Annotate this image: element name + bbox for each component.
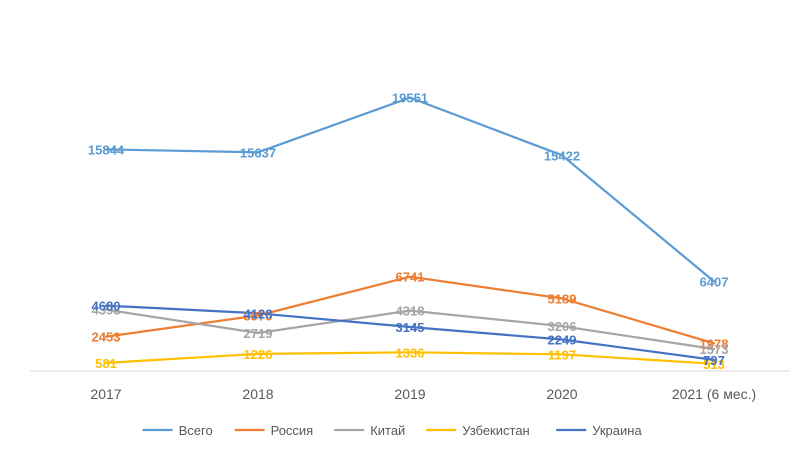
series-3-data-label: 3206 xyxy=(548,319,577,334)
legend-label: Россия xyxy=(271,423,314,438)
series-2-data-label: 6741 xyxy=(396,270,425,285)
series-4-data-label: 581 xyxy=(95,356,117,371)
series-1-line xyxy=(104,96,716,283)
series-2-data-label: 5189 xyxy=(548,291,577,306)
x-tick-label: 2019 xyxy=(394,386,425,402)
series-4-data-label: 513 xyxy=(703,357,725,372)
series-layer xyxy=(104,96,716,365)
legend-item-5: Украина xyxy=(556,423,642,438)
x-tick-labels: 2017 2018 2019 2020 2021 (6 мес.) xyxy=(90,386,756,402)
legend-item-4: Узбекистан xyxy=(426,423,530,438)
series-3-data-label: 1573 xyxy=(700,342,729,357)
series-4-line xyxy=(104,351,716,365)
x-tick-label: 2018 xyxy=(242,386,273,402)
x-tick-label: 2020 xyxy=(546,386,577,402)
series-3-line xyxy=(104,308,716,351)
series-4-data-label: 1226 xyxy=(244,347,273,362)
series-2-data-label: 2453 xyxy=(92,330,121,345)
series-2-data-label: 1978 xyxy=(700,336,729,351)
x-tick-label: 2017 xyxy=(90,386,121,402)
legend: Всего Россия Китай Узбекистан Украина xyxy=(142,423,642,438)
legend-item-1: Всего xyxy=(142,423,213,438)
legend-item-2: Россия xyxy=(234,423,314,438)
series-5-data-label: 4128 xyxy=(244,306,273,321)
series-1-data-label: 15844 xyxy=(88,142,125,157)
legend-label: Всего xyxy=(179,423,213,438)
series-3-data-label: 2719 xyxy=(244,326,273,341)
series-5-data-label: 4680 xyxy=(92,299,121,314)
series-4-data-label: 1336 xyxy=(396,345,425,360)
series-5-data-label: 2249 xyxy=(548,333,577,348)
series-2-line xyxy=(104,275,716,345)
series-1-data-label: 6407 xyxy=(700,274,729,289)
series-3-data-label: 4318 xyxy=(396,304,425,319)
series-1-data-label: 15637 xyxy=(240,145,276,160)
series-4-data-label: 1197 xyxy=(548,347,576,362)
series-2-data-label: 3970 xyxy=(244,308,273,323)
series-3-data-label: 4393 xyxy=(92,303,121,318)
series-1-data-label: 15422 xyxy=(544,148,580,163)
series-5-data-label: 797 xyxy=(703,353,725,368)
legend-item-3: Китай xyxy=(334,423,405,438)
x-tick-label: 2021 (6 мес.) xyxy=(672,386,756,402)
legend-label: Узбекистан xyxy=(462,423,530,438)
data-labels: 15844 15637 19551 15422 6407 2453 3970 6741 5189… xyxy=(88,91,729,372)
series-5-data-label: 3145 xyxy=(396,320,425,335)
series-1-data-label: 19551 xyxy=(392,91,428,106)
series-5-line xyxy=(104,304,716,361)
legend-label: Китай xyxy=(370,423,405,438)
legend-label: Украина xyxy=(592,423,642,438)
